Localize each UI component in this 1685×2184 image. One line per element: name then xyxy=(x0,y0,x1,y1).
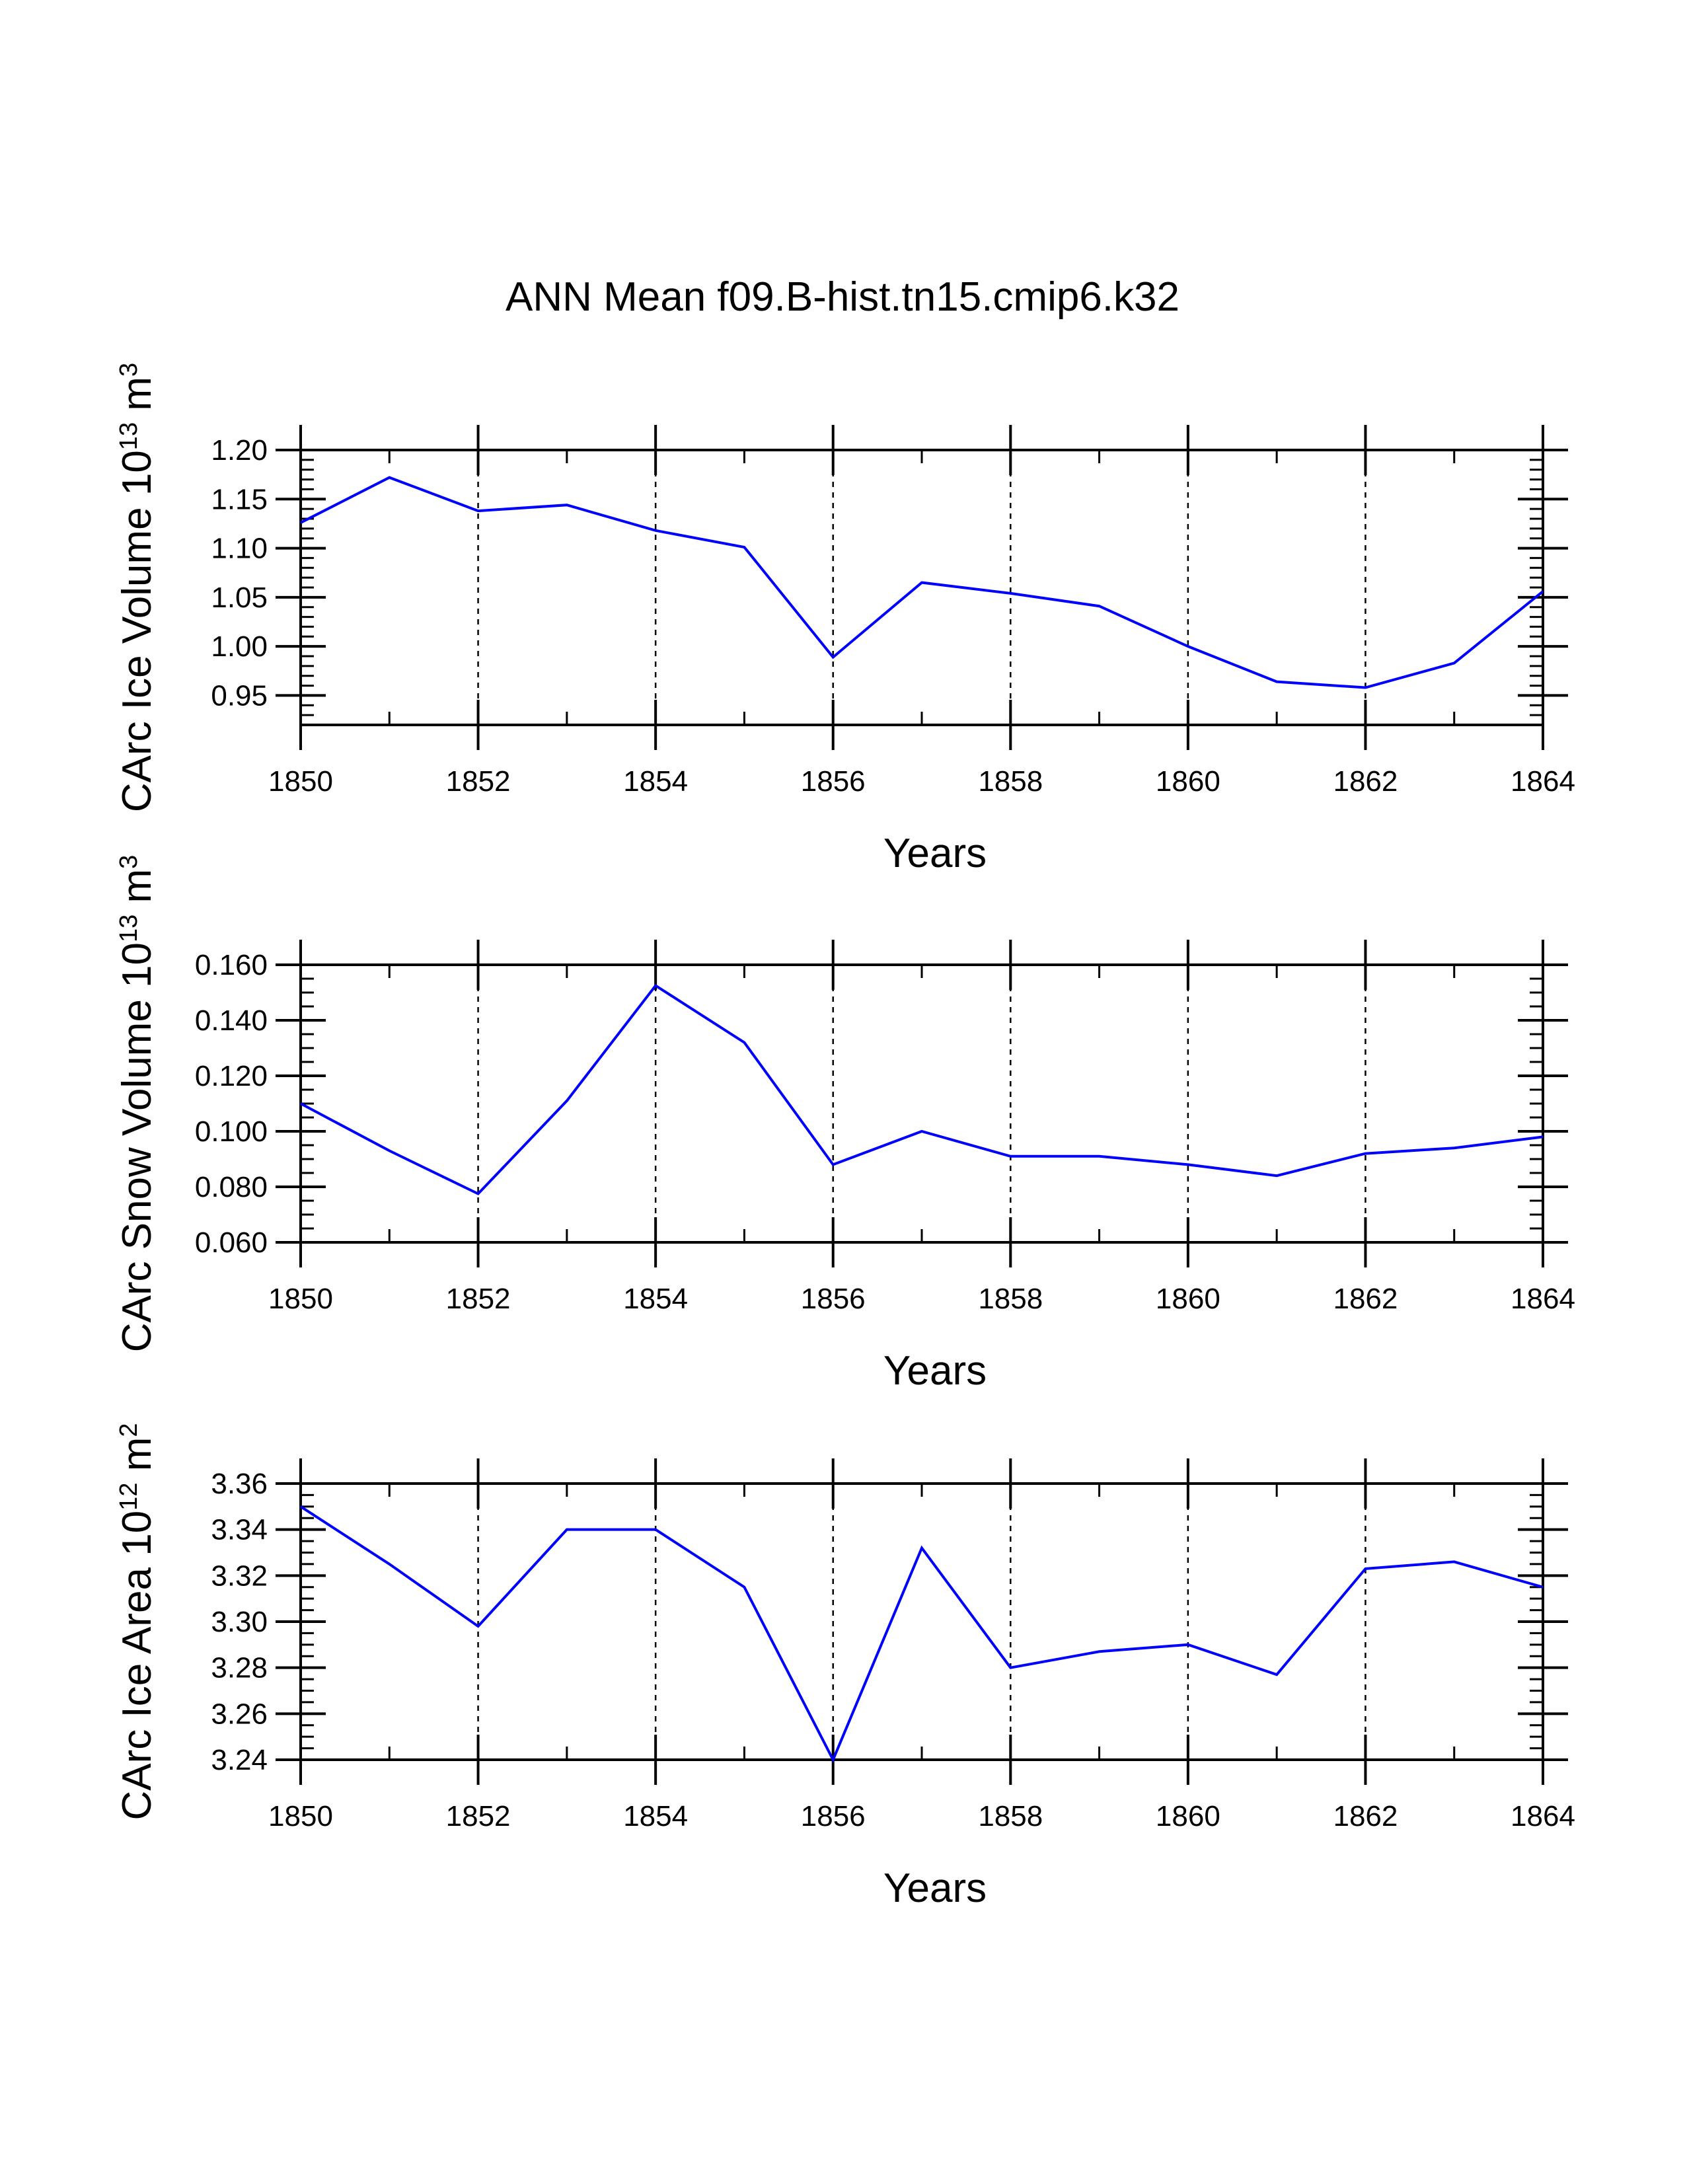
y-tick-label: 3.34 xyxy=(211,1514,268,1546)
y-axis-title-superscript: 3 xyxy=(115,363,143,377)
y-axis-title: CArc Snow Volume 1013 m3 xyxy=(114,855,160,1353)
x-axis-title: Years xyxy=(883,1865,987,1911)
plot-frame xyxy=(299,963,1544,1244)
chart-title: ANN Mean f09.B-hist.tn15.cmip6.k32 xyxy=(506,274,1180,320)
y-axis-title-part: m xyxy=(114,377,160,422)
x-tick-label: 1864 xyxy=(1511,1283,1575,1315)
y-axis-title-superscript: 13 xyxy=(115,915,143,942)
x-tick-label: 1862 xyxy=(1333,1283,1398,1315)
x-tick-label: 1856 xyxy=(801,1800,866,1832)
x-tick-label: 1862 xyxy=(1333,765,1398,798)
x-tick-label: 1854 xyxy=(623,765,688,798)
y-tick-label: 1.00 xyxy=(211,630,268,663)
y-axis-title-part: m xyxy=(114,1437,160,1483)
x-axis-title: Years xyxy=(883,831,987,876)
x-tick-label: 1852 xyxy=(446,765,511,798)
x-tick-label: 1860 xyxy=(1156,1800,1220,1832)
y-tick-label: 1.20 xyxy=(211,434,268,467)
y-tick-label: 3.24 xyxy=(211,1744,268,1776)
x-tick-label: 1862 xyxy=(1333,1800,1398,1832)
x-tick-label: 1856 xyxy=(801,1283,866,1315)
x-tick-label: 1854 xyxy=(623,1800,688,1832)
y-axis-title-part: CArc Ice Volume 10 xyxy=(114,450,160,812)
x-tick-label: 1852 xyxy=(446,1283,511,1315)
y-tick-label: 0.060 xyxy=(195,1226,268,1259)
y-tick-label: 3.26 xyxy=(211,1698,268,1730)
y-axis-title-superscript: 12 xyxy=(115,1483,143,1511)
series-line xyxy=(299,1505,1544,1763)
y-axis-title: CArc Ice Volume 1013 m3 xyxy=(114,363,160,812)
y-tick-label: 0.95 xyxy=(211,679,268,712)
x-axis-title: Years xyxy=(883,1348,987,1394)
y-tick-label: 0.100 xyxy=(195,1115,268,1148)
y-tick-label: 0.120 xyxy=(195,1060,268,1092)
y-tick-label: 1.10 xyxy=(211,533,268,565)
chart-panel-2: 0.060 0.080 0.100 0.120 0.140 0.160 1850 1852 18… xyxy=(114,855,1575,1394)
y-axis-title-superscript: 3 xyxy=(115,855,143,869)
y-tick-label: 0.140 xyxy=(195,1004,268,1037)
y-axis-title-part: CArc Ice Area 10 xyxy=(114,1511,160,1821)
plot-frame xyxy=(299,1482,1544,1761)
x-tick-label: 1856 xyxy=(801,765,866,798)
x-tick-label: 1858 xyxy=(978,765,1043,798)
y-axis-title-superscript: 13 xyxy=(115,422,143,450)
y-tick-label: 0.080 xyxy=(195,1171,268,1203)
plot-frame xyxy=(299,449,1544,726)
x-tick-label: 1854 xyxy=(623,1283,688,1315)
y-tick-label: 3.28 xyxy=(211,1652,268,1684)
series-line xyxy=(300,983,1544,1195)
x-tick-label: 1864 xyxy=(1511,765,1575,798)
x-tick-label: 1858 xyxy=(978,1283,1043,1315)
x-tick-label: 1850 xyxy=(268,1283,333,1315)
y-axis-title: CArc Ice Area 1012 m2 xyxy=(114,1423,160,1821)
y-axis-title-part: CArc Snow Volume 10 xyxy=(114,942,160,1352)
chart-panel-1: 0.95 1.00 1.05 1.10 1.15 1.20 1850 1852 1854 1856… xyxy=(114,363,1575,876)
chart-panel-3: 3.24 3.26 3.28 3.30 3.32 3.34 3.36 1850 1852 1854… xyxy=(114,1423,1575,1911)
x-tick-label: 1860 xyxy=(1156,1283,1220,1315)
y-axis-title-part: m xyxy=(114,869,160,915)
x-tick-label: 1864 xyxy=(1511,1800,1575,1832)
y-tick-label: 3.32 xyxy=(211,1560,268,1592)
x-tick-label: 1858 xyxy=(978,1800,1043,1832)
y-tick-label: 1.15 xyxy=(211,483,268,515)
y-tick-label: 1.05 xyxy=(211,582,268,614)
x-tick-label: 1852 xyxy=(446,1800,511,1832)
y-tick-label: 0.160 xyxy=(195,949,268,981)
x-tick-label: 1850 xyxy=(268,765,333,798)
x-tick-label: 1860 xyxy=(1156,765,1220,798)
series-line xyxy=(300,476,1544,689)
x-tick-label: 1850 xyxy=(268,1800,333,1832)
y-tick-label: 3.30 xyxy=(211,1606,268,1638)
y-axis-title-superscript: 2 xyxy=(115,1423,143,1437)
y-tick-label: 3.36 xyxy=(211,1468,268,1500)
